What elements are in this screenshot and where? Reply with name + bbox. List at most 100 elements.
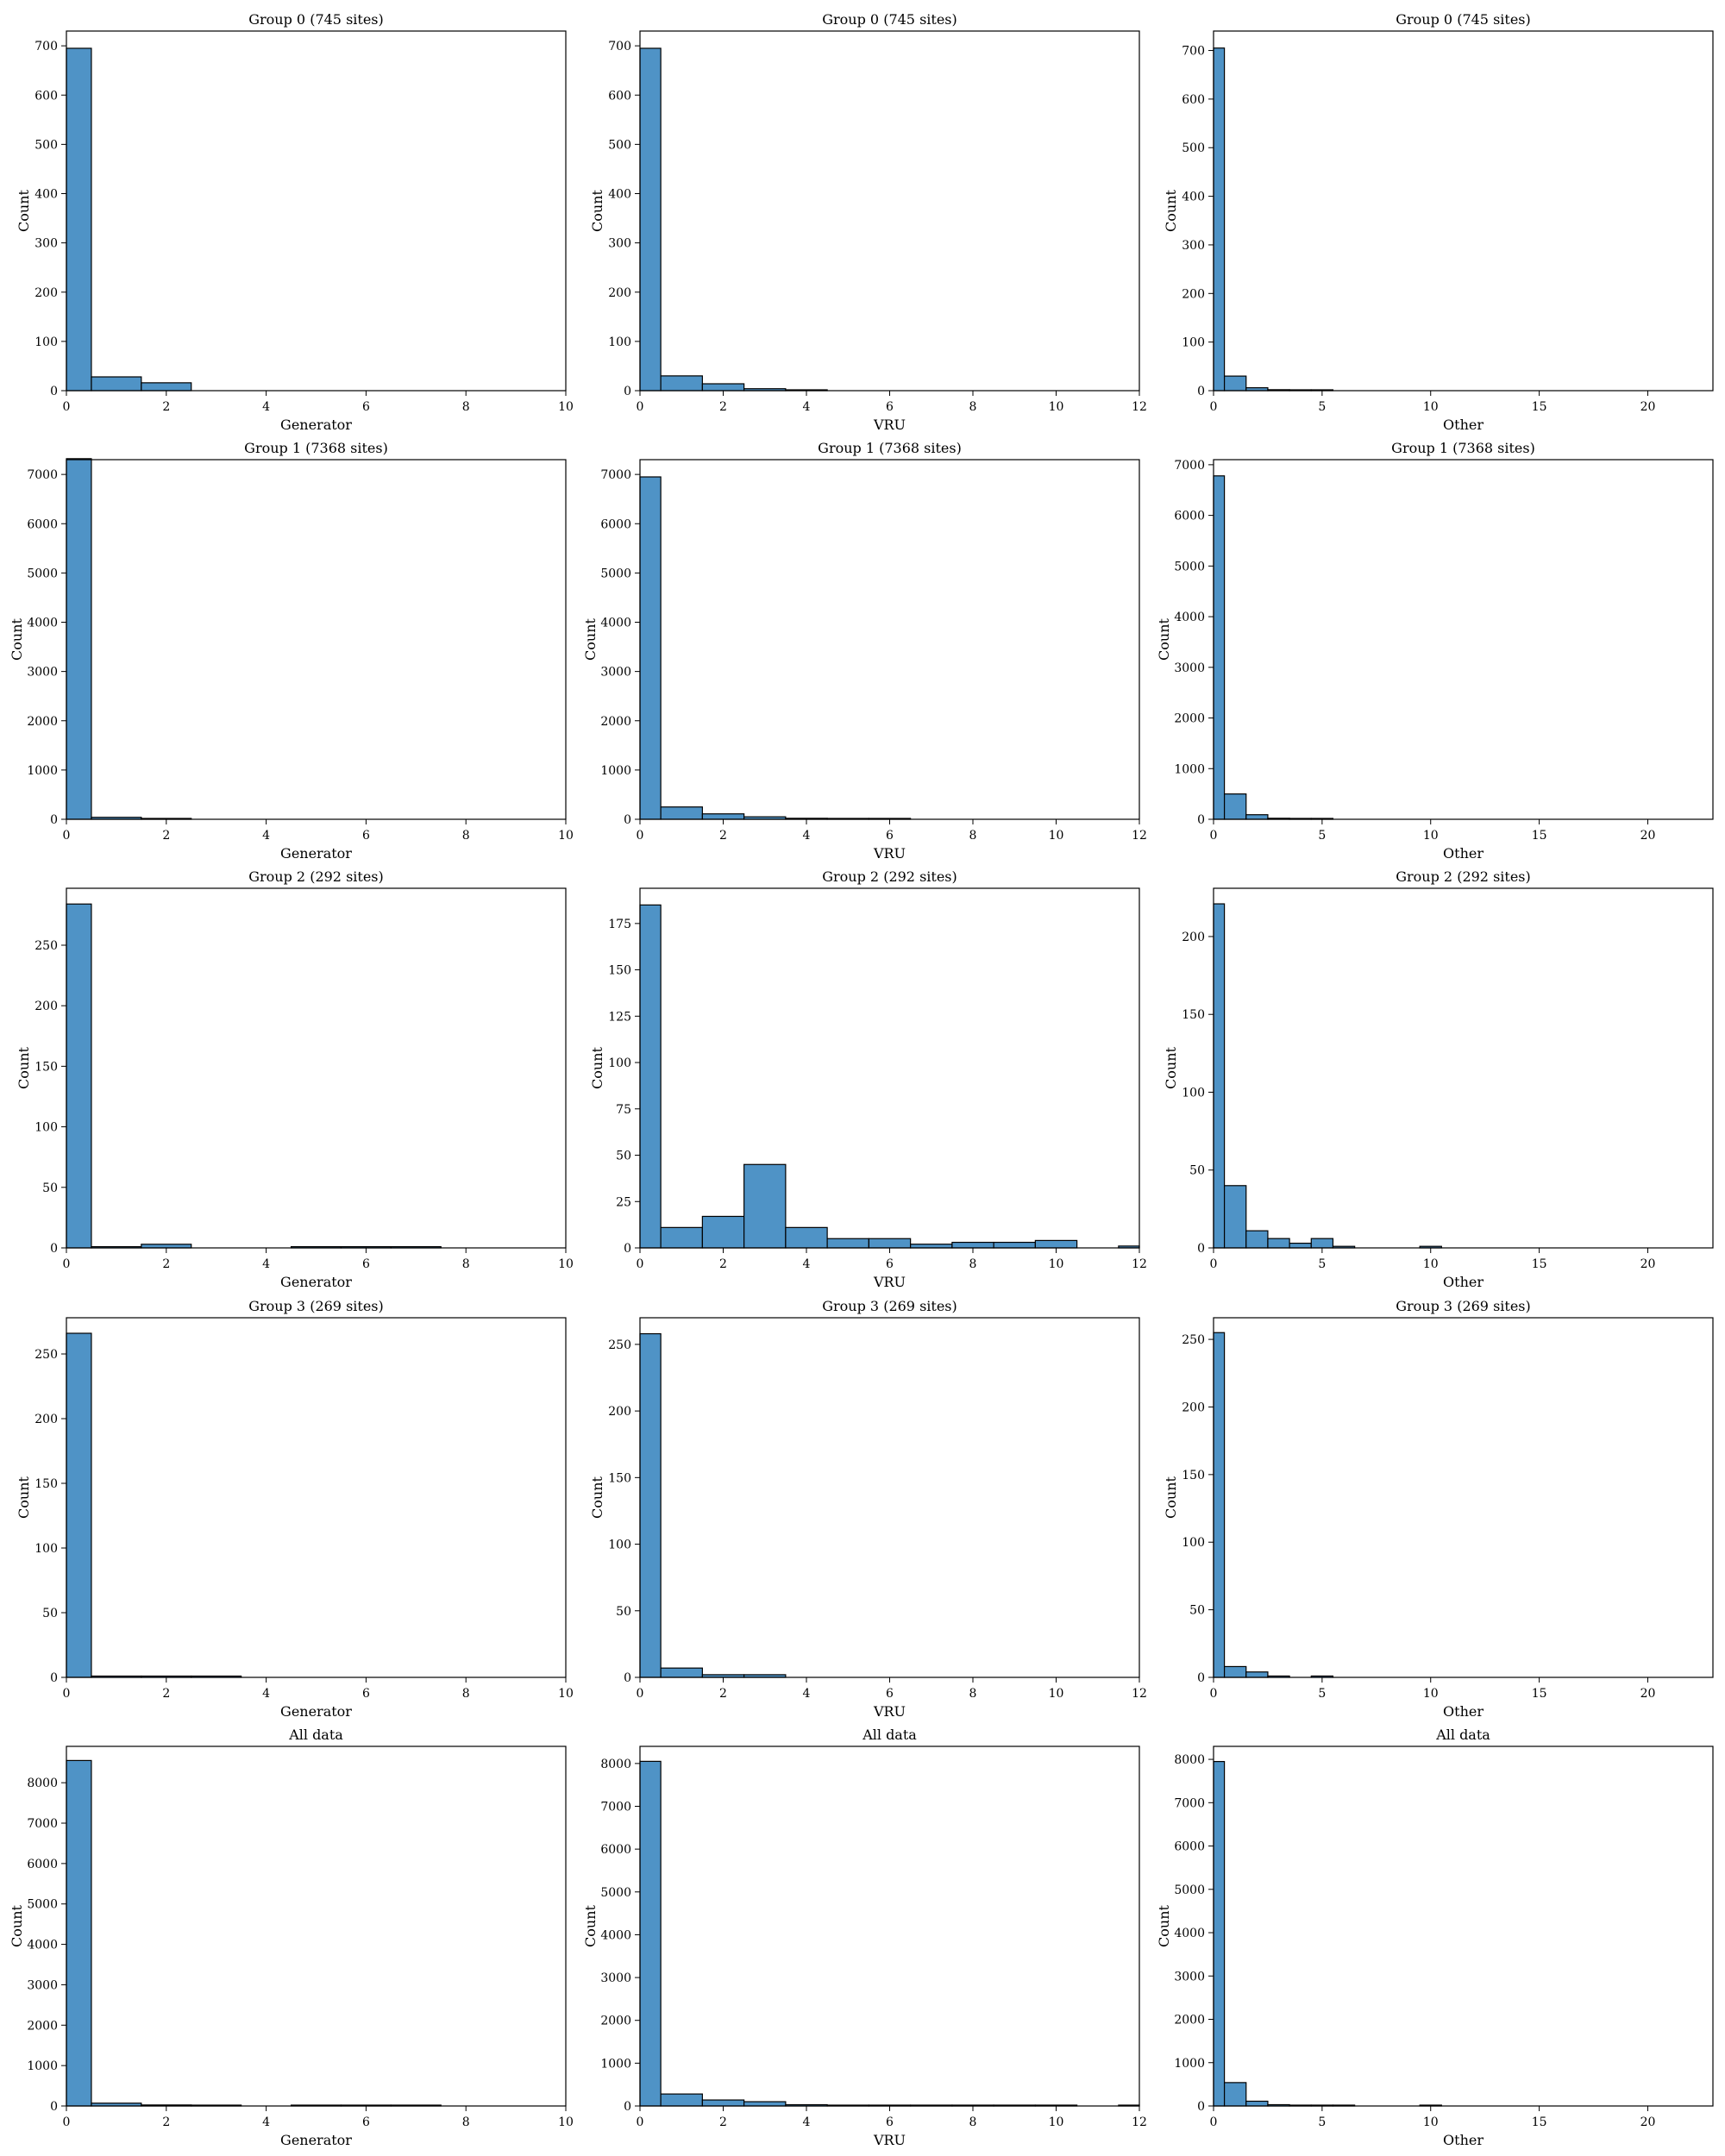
histogram-bar — [639, 476, 662, 820]
x-tick-label: 5 — [1318, 829, 1326, 843]
chart-title: Group 3 (269 sites) — [248, 1298, 384, 1314]
y-tick-label: 0 — [50, 2100, 58, 2114]
y-axis-label: Count — [589, 189, 605, 231]
y-tick-label: 700 — [34, 40, 58, 53]
x-tick-label: 4 — [262, 400, 270, 414]
plot-frame — [66, 1745, 567, 2107]
x-tick-label: 10 — [558, 829, 574, 843]
y-axis-label: Count — [582, 617, 599, 660]
histogram-bar — [993, 1241, 1036, 1249]
histogram-bar — [1213, 903, 1226, 1249]
histogram-bar — [1310, 1238, 1334, 1249]
y-tick-label: 3000 — [1174, 1970, 1205, 1984]
y-tick-label: 75 — [616, 1103, 631, 1117]
y-tick-label: 200 — [608, 286, 631, 300]
x-tick-label: 6 — [886, 400, 894, 414]
x-tick-label: 0 — [63, 2115, 71, 2129]
y-tick-label: 0 — [624, 385, 631, 398]
plot-frame — [639, 1745, 1140, 2107]
histogram-bar — [701, 2099, 745, 2107]
x-tick-label: 2 — [162, 400, 170, 414]
x-tick-label: 20 — [1640, 1687, 1656, 1701]
y-tick-label: 3000 — [27, 666, 58, 680]
y-tick-label: 2000 — [1174, 2014, 1205, 2028]
x-tick-label: 15 — [1532, 1257, 1547, 1271]
y-tick-label: 400 — [1182, 191, 1205, 204]
y-tick-label: 50 — [1189, 1164, 1205, 1178]
y-axis-label: Count — [1163, 189, 1179, 231]
histogram-bar — [66, 47, 92, 392]
y-tick-label: 0 — [50, 1242, 58, 1256]
x-tick-label: 10 — [1423, 2115, 1439, 2129]
histogram-bar — [951, 1241, 994, 1249]
histogram-bar — [743, 1163, 787, 1249]
y-tick-label: 2000 — [1174, 712, 1205, 726]
x-axis-label: Other — [1443, 845, 1484, 862]
y-tick-label: 2000 — [27, 715, 58, 729]
y-tick-label: 7000 — [1174, 459, 1205, 473]
y-axis-label: Count — [589, 1046, 605, 1088]
chart-panel: 0 2 4 6 8 10 0 1000 2000 3000 4000 5000 6000 7000 Grou… — [9, 440, 574, 862]
y-tick-label: 0 — [1197, 1671, 1205, 1685]
histogram-bar — [66, 903, 92, 1249]
y-tick-label: 600 — [1182, 93, 1205, 107]
x-tick-label: 0 — [63, 400, 71, 414]
x-tick-label: 6 — [362, 400, 370, 414]
y-tick-label: 100 — [1182, 336, 1205, 350]
histogram-bar — [1245, 1671, 1269, 1678]
y-tick-label: 3000 — [1174, 661, 1205, 675]
y-tick-label: 0 — [624, 813, 631, 827]
plot-frame — [66, 30, 567, 392]
y-tick-label: 150 — [608, 1471, 631, 1485]
x-tick-label: 0 — [1210, 1257, 1218, 1271]
y-tick-label: 0 — [50, 1671, 58, 1685]
histogram-bar — [1223, 793, 1247, 820]
histogram-bar — [1213, 475, 1226, 820]
chart-title: All data — [862, 1727, 917, 1743]
chart-title: Group 2 (292 sites) — [1396, 868, 1531, 885]
histogram-bar — [66, 458, 92, 820]
x-axis-label: VRU — [873, 1274, 906, 1290]
y-tick-label: 50 — [42, 1607, 58, 1620]
y-tick-label: 0 — [1197, 1242, 1205, 1256]
x-axis-label: Other — [1443, 417, 1484, 433]
x-tick-label: 0 — [63, 1687, 71, 1701]
y-axis-label: Count — [589, 1476, 605, 1518]
histogram-bar — [743, 2101, 787, 2107]
y-tick-label: 150 — [608, 964, 631, 978]
chart-title: Group 2 (292 sites) — [248, 868, 384, 885]
y-tick-label: 0 — [50, 813, 58, 827]
plot-frame — [66, 459, 567, 820]
y-tick-label: 700 — [1182, 45, 1205, 59]
x-tick-label: 5 — [1318, 1257, 1326, 1271]
x-tick-label: 0 — [637, 400, 644, 414]
x-tick-label: 0 — [63, 829, 71, 843]
y-tick-label: 200 — [1182, 287, 1205, 301]
y-tick-label: 8000 — [600, 1758, 631, 1771]
x-tick-label: 8 — [969, 2115, 977, 2129]
x-tick-label: 5 — [1318, 400, 1326, 414]
plot-frame — [639, 459, 1140, 820]
y-tick-label: 5000 — [1174, 560, 1205, 573]
chart-title: Group 0 (745 sites) — [248, 11, 384, 28]
y-tick-label: 175 — [608, 918, 631, 931]
x-tick-label: 8 — [969, 1257, 977, 1271]
y-tick-label: 5000 — [600, 567, 631, 580]
x-tick-label: 4 — [262, 829, 270, 843]
x-axis-label: VRU — [873, 845, 906, 862]
histogram-bar — [1034, 1239, 1078, 1249]
y-tick-label: 3000 — [600, 1971, 631, 1985]
x-tick-label: 2 — [162, 1687, 170, 1701]
x-tick-label: 6 — [362, 2115, 370, 2129]
y-tick-label: 1000 — [1174, 2057, 1205, 2071]
y-tick-label: 4000 — [600, 1928, 631, 1942]
histogram-bar — [1223, 1665, 1247, 1678]
y-tick-label: 8000 — [27, 1777, 58, 1790]
y-tick-label: 250 — [1182, 1333, 1205, 1347]
histogram-bar — [1245, 2100, 1269, 2107]
y-tick-label: 2000 — [600, 2015, 631, 2028]
x-tick-label: 12 — [1132, 1257, 1147, 1271]
x-tick-label: 10 — [1049, 2115, 1064, 2129]
y-axis-label: Count — [16, 1046, 32, 1088]
y-tick-label: 0 — [50, 385, 58, 398]
